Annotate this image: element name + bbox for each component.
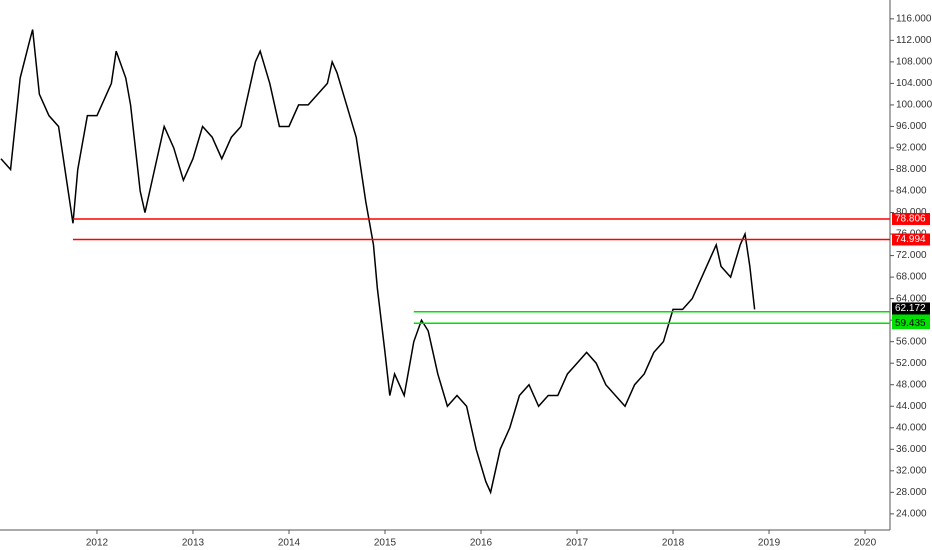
- y-tick-label: 108.000: [896, 57, 932, 68]
- x-tick-label: 2012: [86, 538, 109, 549]
- x-tick-label: 2019: [758, 538, 781, 549]
- y-tick-label: 28.000: [896, 487, 927, 498]
- level-tag: [892, 317, 930, 330]
- x-tick-label: 2017: [566, 538, 589, 549]
- level-label: 59.435: [895, 318, 926, 329]
- y-tick-label: 72.000: [896, 250, 927, 261]
- y-tick-label: 32.000: [896, 465, 927, 476]
- price-label: 62.172: [895, 303, 926, 314]
- level-label: 78.806: [895, 214, 926, 225]
- y-tick-label: 36.000: [896, 444, 927, 455]
- price-line: [0, 29, 756, 495]
- x-tick-label: 2014: [278, 538, 301, 549]
- price-tag: [892, 302, 930, 315]
- y-tick-label: 100.000: [896, 100, 932, 111]
- y-tick-label: 116.000: [896, 13, 932, 24]
- y-tick-label: 48.000: [896, 379, 927, 390]
- y-tick-label: 56.000: [896, 336, 927, 347]
- y-tick-label: 44.000: [896, 401, 927, 412]
- x-tick-label: 2016: [470, 538, 493, 549]
- y-tick-label: 96.000: [896, 121, 927, 132]
- level-tag: [892, 233, 930, 246]
- level-tag: [892, 212, 930, 225]
- x-tick-label: 2018: [662, 538, 685, 549]
- y-tick-label: 92.000: [896, 143, 927, 154]
- y-tick-label: 88.000: [896, 164, 927, 175]
- y-tick-label: 80.000: [896, 207, 927, 218]
- y-tick-label: 24.000: [896, 508, 927, 519]
- x-tick-label: 2015: [374, 538, 397, 549]
- level-label: 74.994: [895, 234, 926, 245]
- y-tick-label: 104.000: [896, 78, 932, 89]
- x-tick-label: 2020: [854, 538, 877, 549]
- y-tick-label: 40.000: [896, 422, 927, 433]
- x-tick-label: 2013: [182, 538, 205, 549]
- y-tick-label: 68.000: [896, 272, 927, 283]
- y-tick-label: 52.000: [896, 358, 927, 369]
- y-tick-label: 112.000: [896, 35, 932, 46]
- y-tick-label: 84.000: [896, 186, 927, 197]
- y-tick-label: 64.000: [896, 293, 927, 304]
